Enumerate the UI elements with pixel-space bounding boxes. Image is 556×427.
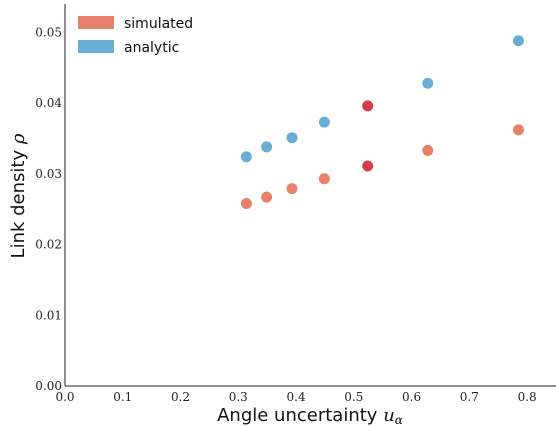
point-analytic [286,132,298,144]
legend-swatch-analytic [78,40,114,53]
x-tick-label: 0.6 [402,390,421,404]
point-simulated [240,197,252,209]
y-axis-ticks: 0.00 0.01 0.02 0.03 0.04 0.05 [35,25,62,393]
x-tick-label: 0.8 [518,390,537,404]
y-tick-label: 0.03 [35,167,62,181]
legend: simulated analytic [78,16,193,56]
x-tick-label: 0.3 [229,390,248,404]
y-axis-label: Link density ρ [8,133,29,258]
y-tick-label: 0.04 [35,96,62,110]
x-tick-label: 0.4 [287,390,306,404]
point-analytic [422,77,434,89]
point-analytic [261,141,273,153]
point-analytic [318,116,330,128]
legend-label-analytic: analytic [124,40,179,56]
x-tick-label: 0.0 [55,390,74,404]
legend-swatch-simulated [78,16,114,29]
point-simulated [286,183,298,195]
x-tick-label: 0.2 [171,390,190,404]
y-tick-label: 0.02 [35,238,62,252]
x-axis-label: Angle uncertainty uα [217,405,403,427]
x-tick-label: 0.5 [344,390,363,404]
x-tick-label: 0.7 [460,390,479,404]
point-simulated [422,144,434,156]
point-simulated [512,124,524,136]
point-analytic [240,151,252,163]
point-simulated [318,173,330,185]
point-simulated [362,160,374,172]
data-points [240,35,524,209]
x-tick-label: 0.1 [113,390,132,404]
x-axis-ticks: 0.0 0.1 0.2 0.3 0.4 0.5 0.6 0.7 0.8 [55,390,536,404]
axes [64,4,556,387]
y-tick-label: 0.01 [35,308,62,322]
point-analytic [362,100,374,112]
y-tick-label: 0.00 [35,379,62,393]
point-simulated [261,191,273,203]
y-tick-label: 0.05 [35,25,62,39]
legend-label-simulated: simulated [124,16,193,32]
point-analytic [512,35,524,47]
